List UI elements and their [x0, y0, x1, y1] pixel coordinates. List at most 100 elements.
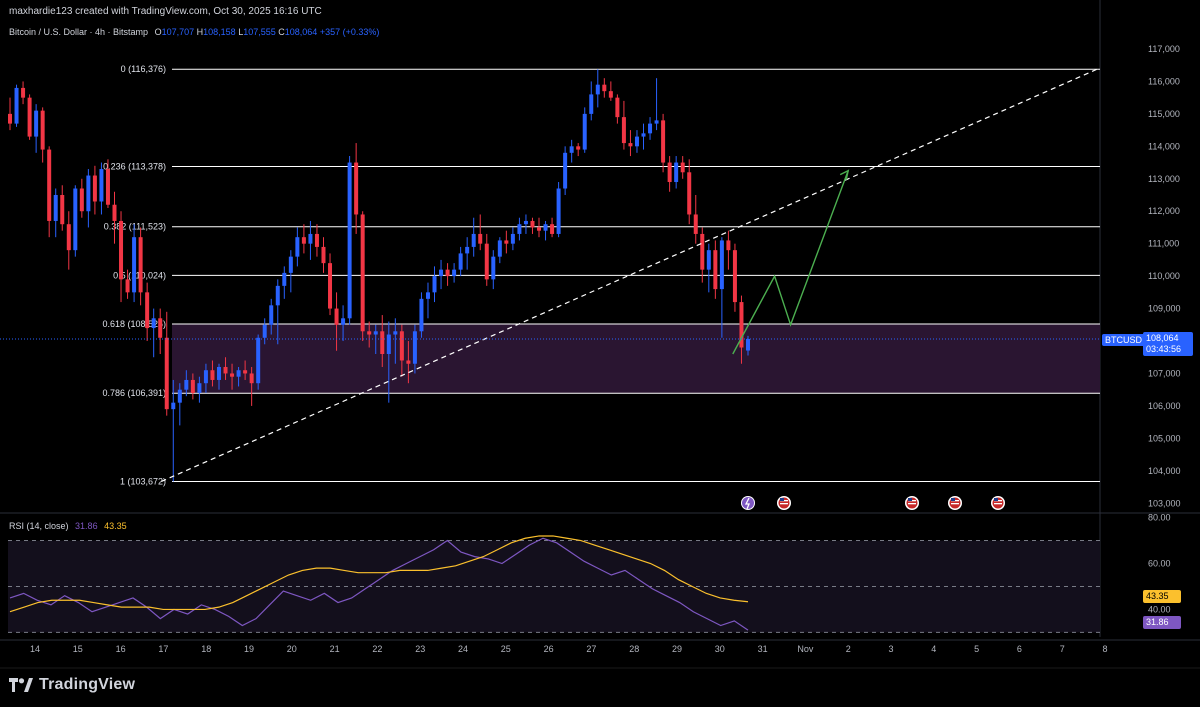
candle-body — [112, 204, 117, 221]
candle-body — [406, 360, 411, 364]
candle-body — [386, 334, 391, 354]
candle-body — [419, 298, 424, 332]
rsi-legend: RSI (14, close) 31.86 43.35 — [9, 521, 127, 531]
candle-body — [746, 338, 750, 351]
x-tick-label: 31 — [758, 644, 768, 654]
candle-body — [210, 370, 215, 380]
candle-body — [367, 331, 372, 335]
candle-body — [602, 84, 607, 92]
candle-body — [341, 318, 346, 325]
price-tag-symbol: BTCUSD — [1102, 334, 1146, 346]
candle-body — [158, 318, 163, 338]
candle-body — [14, 87, 19, 124]
x-tick-label: 27 — [586, 644, 596, 654]
candle-body — [236, 370, 241, 377]
y-tick-label: 109,000 — [1148, 304, 1181, 314]
rsi-line — [9, 537, 749, 631]
fib-label: 0 (116,376) — [121, 64, 166, 74]
candle-body — [373, 331, 378, 335]
candle-body — [321, 246, 326, 264]
brand-name: TradingView — [39, 676, 136, 693]
candle-body — [510, 233, 515, 244]
x-tick-label: 18 — [201, 644, 211, 654]
flash-event-icon — [741, 496, 755, 510]
x-tick-label: 28 — [629, 644, 639, 654]
candle-body — [393, 331, 398, 335]
candle-body — [399, 331, 404, 361]
fib-golden-zone — [172, 323, 1100, 394]
candle-body — [641, 133, 646, 137]
candle-body — [34, 110, 39, 137]
candle-body — [308, 233, 313, 244]
candle-body — [504, 240, 509, 244]
ohlc-low-label: L — [238, 27, 244, 37]
candle-body — [543, 224, 548, 231]
candle-body — [628, 143, 633, 147]
ohlc-change: +357 (+0.33%) — [319, 27, 380, 37]
tradingview-logo[interactable]: TradingView — [9, 676, 135, 694]
candle-body — [53, 195, 58, 221]
candle-body — [425, 292, 430, 299]
candle-body — [465, 246, 470, 254]
y-tick-label: 114,000 — [1148, 141, 1180, 151]
tradingview-logo-icon — [9, 678, 33, 692]
candle-body — [491, 256, 496, 280]
candle-body — [661, 120, 666, 163]
candle-body — [262, 324, 267, 338]
symbol-title: Bitcoin / U.S. Dollar · 4h · Bitstamp — [9, 27, 149, 37]
x-tick-label: 25 — [501, 644, 511, 654]
ohlc-close: 108,064 — [284, 27, 318, 37]
candle-body — [530, 220, 535, 228]
ohlc-open: 107,707 — [161, 27, 195, 37]
candle-body — [314, 233, 319, 247]
y-tick-label: 104,000 — [1148, 466, 1181, 476]
ohlc-low: 107,555 — [243, 27, 276, 37]
candle-body — [60, 195, 65, 225]
price-tag-countdown: 03:43:56 — [1146, 344, 1182, 354]
rsi-value: 31.86 — [75, 521, 98, 531]
candle-body — [550, 224, 555, 234]
candle-body — [171, 402, 176, 410]
y-tick-label: 117,000 — [1148, 44, 1180, 54]
rsi-value-tag: 31.86 — [1143, 616, 1181, 629]
candle-body — [354, 162, 359, 215]
x-tick-label: 24 — [458, 644, 468, 654]
x-tick-label: 8 — [1102, 644, 1107, 654]
candle-body — [177, 389, 182, 403]
projection-arrowhead — [839, 169, 850, 180]
candle-body — [301, 237, 306, 244]
x-tick-label: 15 — [73, 644, 83, 654]
candle-body — [243, 370, 248, 374]
candle-body — [576, 146, 581, 150]
candle-body — [700, 233, 705, 270]
candle-body — [634, 136, 639, 147]
candle-body — [66, 224, 71, 251]
fib-label: 0.786 (106,391) — [102, 388, 166, 398]
candle-body — [380, 331, 385, 354]
x-tick-label: 4 — [931, 644, 936, 654]
rsi-tick-label: 60.00 — [1148, 559, 1171, 569]
candle-body — [105, 169, 110, 205]
candle-body — [726, 240, 731, 251]
ohlc-open-label: O — [154, 27, 162, 37]
candle-body — [615, 97, 620, 118]
candle-body — [73, 188, 78, 251]
y-tick-label: 113,000 — [1148, 174, 1180, 184]
candle-body — [432, 276, 437, 293]
us-flag-icon — [991, 496, 1005, 510]
rsi-ma-line — [9, 535, 749, 613]
y-tick-label: 111,000 — [1148, 239, 1179, 249]
x-tick-label: 22 — [372, 644, 382, 654]
candle-body — [478, 233, 483, 244]
rsi-ma-tag: 43.35 — [1143, 590, 1181, 603]
x-tick-label: 14 — [30, 644, 40, 654]
candle-body — [328, 263, 333, 309]
x-tick-label: 16 — [116, 644, 126, 654]
y-tick-label: 107,000 — [1148, 368, 1181, 378]
candle-body — [269, 305, 274, 325]
candle-body — [621, 117, 626, 144]
footer — [0, 668, 1200, 707]
candle-body — [230, 373, 235, 377]
candle-body — [275, 285, 280, 306]
